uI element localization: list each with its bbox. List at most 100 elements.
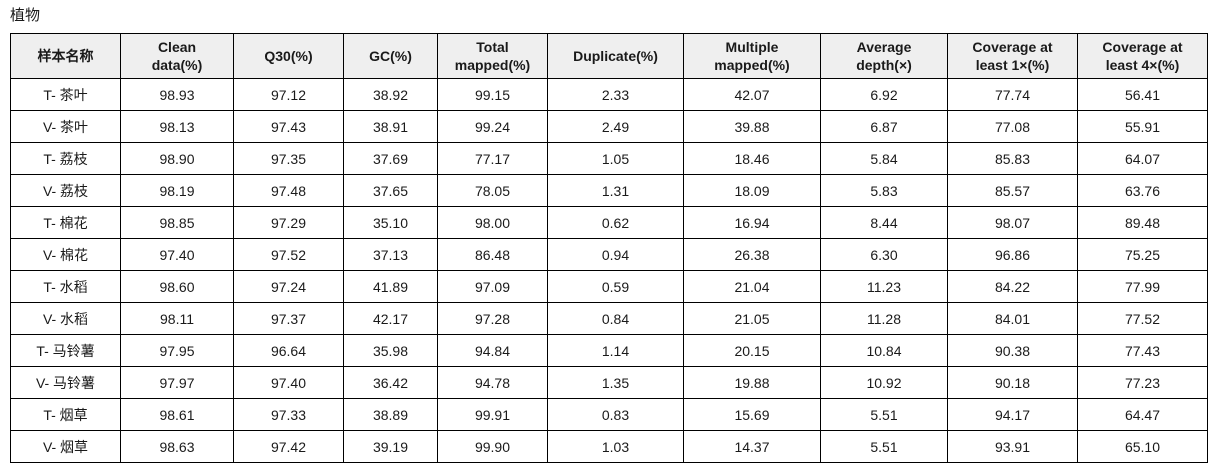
sample-name-cell: V- 水稻 [10,302,121,335]
sample-name-cell: T- 马铃薯 [10,334,121,367]
value-cell: 97.33 [233,398,344,431]
value-cell: 84.22 [947,270,1078,303]
value-cell: 99.15 [437,78,548,111]
value-cell: 94.84 [437,334,548,367]
value-cell: 94.78 [437,366,548,399]
table-header: 样本名称 Clean data(%) Q30(%) GC(%) Total mapped… [10,33,1208,79]
value-cell: 77.52 [1077,302,1208,335]
value-cell: 98.93 [120,78,234,111]
value-cell: 98.85 [120,206,234,239]
value-cell: 75.25 [1077,238,1208,271]
value-cell: 1.35 [547,366,684,399]
value-cell: 97.37 [233,302,344,335]
table-caption: 植物 [10,7,41,24]
column-header-3: GC(%) [343,33,438,79]
sample-name-cell: V- 茶叶 [10,110,121,143]
value-cell: 97.29 [233,206,344,239]
sample-name-cell: V- 烟草 [10,430,121,463]
value-cell: 98.11 [120,302,234,335]
value-cell: 1.14 [547,334,684,367]
value-cell: 35.10 [343,206,438,239]
value-cell: 64.07 [1077,142,1208,175]
value-cell: 14.37 [683,430,821,463]
value-cell: 98.13 [120,110,234,143]
value-cell: 37.65 [343,174,438,207]
value-cell: 55.91 [1077,110,1208,143]
value-cell: 97.28 [437,302,548,335]
value-cell: 78.05 [437,174,548,207]
value-cell: 97.40 [120,238,234,271]
value-cell: 6.87 [820,110,948,143]
value-cell: 21.04 [683,270,821,303]
value-cell: 97.24 [233,270,344,303]
table-body: T- 茶叶 98.93 97.12 38.92 99.15 2.33 42.07 6.92 77… [10,78,1208,463]
value-cell: 0.94 [547,238,684,271]
table-row: V- 茶叶 98.13 97.43 38.91 99.24 2.49 39.88 6.87 77… [10,110,1208,143]
value-cell: 38.91 [343,110,438,143]
value-cell: 1.03 [547,430,684,463]
value-cell: 35.98 [343,334,438,367]
value-cell: 10.92 [820,366,948,399]
value-cell: 98.07 [947,206,1078,239]
value-cell: 97.97 [120,366,234,399]
column-header-2: Q30(%) [233,33,344,79]
value-cell: 97.40 [233,366,344,399]
value-cell: 77.08 [947,110,1078,143]
value-cell: 38.92 [343,78,438,111]
sample-name-cell: T- 烟草 [10,398,121,431]
value-cell: 97.95 [120,334,234,367]
value-cell: 1.05 [547,142,684,175]
value-cell: 37.69 [343,142,438,175]
value-cell: 16.94 [683,206,821,239]
column-header-4: Total mapped(%) [437,33,548,79]
table-row: V- 烟草 98.63 97.42 39.19 99.90 1.03 14.37 5.51 93… [10,430,1208,463]
table-row: T- 荔枝 98.90 97.35 37.69 77.17 1.05 18.46 5.84 85… [10,142,1208,175]
value-cell: 77.74 [947,78,1078,111]
table-row: V- 水稻 98.11 97.37 42.17 97.28 0.84 21.05 11.28 8… [10,302,1208,335]
value-cell: 20.15 [683,334,821,367]
value-cell: 37.13 [343,238,438,271]
value-cell: 96.64 [233,334,344,367]
value-cell: 85.83 [947,142,1078,175]
value-cell: 98.61 [120,398,234,431]
plant-sequencing-table: 样本名称 Clean data(%) Q30(%) GC(%) Total mapped… [10,33,1208,463]
value-cell: 8.44 [820,206,948,239]
value-cell: 85.57 [947,174,1078,207]
value-cell: 97.52 [233,238,344,271]
value-cell: 97.48 [233,174,344,207]
value-cell: 77.17 [437,142,548,175]
value-cell: 6.30 [820,238,948,271]
value-cell: 5.51 [820,430,948,463]
sample-name-cell: T- 棉花 [10,206,121,239]
value-cell: 11.23 [820,270,948,303]
value-cell: 77.43 [1077,334,1208,367]
value-cell: 90.38 [947,334,1078,367]
value-cell: 63.76 [1077,174,1208,207]
value-cell: 97.09 [437,270,548,303]
value-cell: 84.01 [947,302,1078,335]
value-cell: 0.59 [547,270,684,303]
value-cell: 98.19 [120,174,234,207]
value-cell: 90.18 [947,366,1078,399]
sample-name-cell: V- 马铃薯 [10,366,121,399]
value-cell: 15.69 [683,398,821,431]
value-cell: 0.84 [547,302,684,335]
table-row: T- 茶叶 98.93 97.12 38.92 99.15 2.33 42.07 6.92 77… [10,78,1208,111]
value-cell: 97.43 [233,110,344,143]
value-cell: 26.38 [683,238,821,271]
column-header-0: 样本名称 [10,33,121,79]
value-cell: 10.84 [820,334,948,367]
value-cell: 6.92 [820,78,948,111]
value-cell: 5.84 [820,142,948,175]
table-row: V- 棉花 97.40 97.52 37.13 86.48 0.94 26.38 6.30 96… [10,238,1208,271]
value-cell: 77.23 [1077,366,1208,399]
value-cell: 5.83 [820,174,948,207]
column-header-1: Clean data(%) [120,33,234,79]
value-cell: 99.90 [437,430,548,463]
column-header-5: Duplicate(%) [547,33,684,79]
value-cell: 98.60 [120,270,234,303]
value-cell: 1.31 [547,174,684,207]
value-cell: 56.41 [1077,78,1208,111]
table-row: T- 棉花 98.85 97.29 35.10 98.00 0.62 16.94 8.44 98… [10,206,1208,239]
